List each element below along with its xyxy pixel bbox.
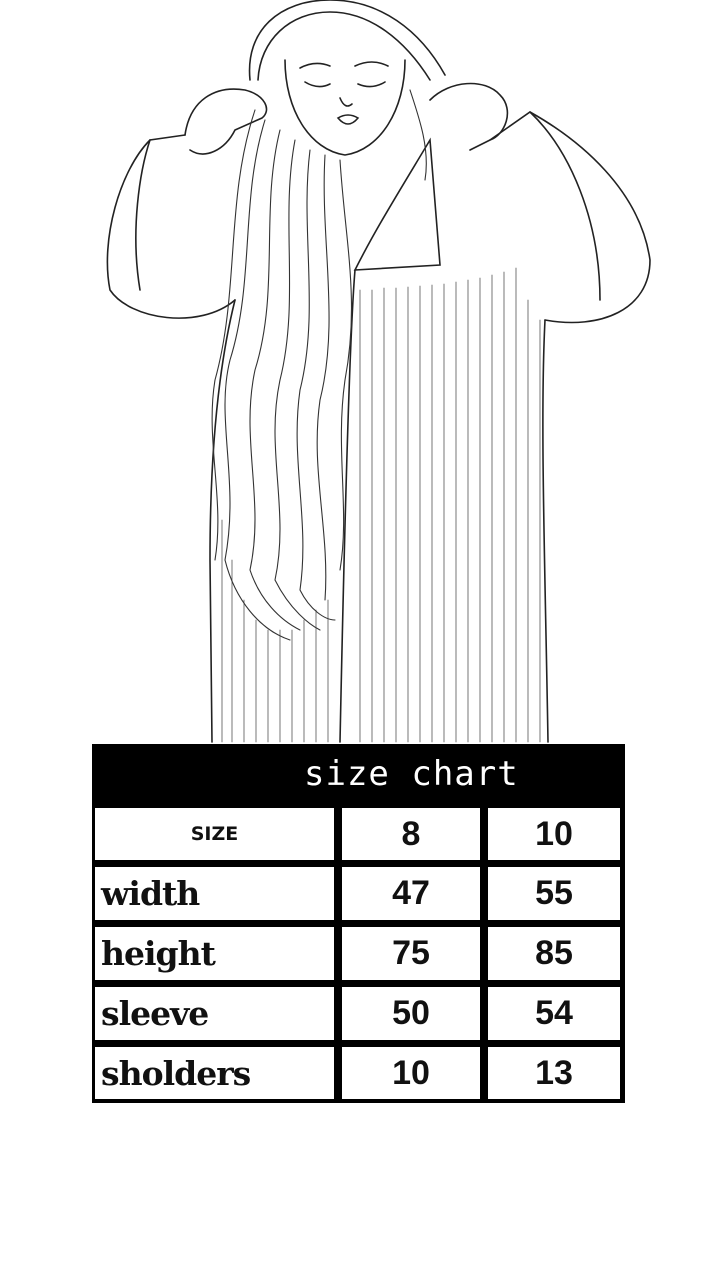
size-chart-title: size chart: [92, 744, 625, 805]
height-size-10: 85: [488, 927, 620, 980]
row-label-sleeve: sleeve: [95, 987, 334, 1040]
size-chart-table: size chart SIZE 8 10 width 47 55 height …: [92, 744, 625, 1103]
size-header-8: 8: [342, 808, 480, 860]
width-size-10: 55: [488, 867, 620, 920]
row-label-height: height: [95, 927, 334, 980]
sleeve-size-10: 54: [488, 987, 620, 1040]
size-chart-title-text: size chart: [304, 754, 519, 794]
hair: [211, 89, 427, 641]
size-header-10: 10: [488, 808, 620, 860]
width-size-8: 47: [342, 867, 480, 920]
row-label-sholders: sholders: [95, 1047, 334, 1099]
hands: [184, 82, 509, 155]
height-size-8: 75: [342, 927, 480, 980]
sleeve-size-8: 50: [342, 987, 480, 1040]
face: [284, 59, 406, 156]
row-label-width: width: [95, 867, 334, 920]
hooded-girl-illustration: [106, 0, 651, 743]
hood-outline: [248, 0, 446, 81]
dress: [209, 137, 549, 743]
sholders-size-8: 10: [342, 1047, 480, 1099]
size-header-label: SIZE: [95, 808, 334, 860]
sleeves: [106, 111, 651, 324]
dress-hatching: [221, 267, 541, 743]
sholders-size-10: 13: [488, 1047, 620, 1099]
